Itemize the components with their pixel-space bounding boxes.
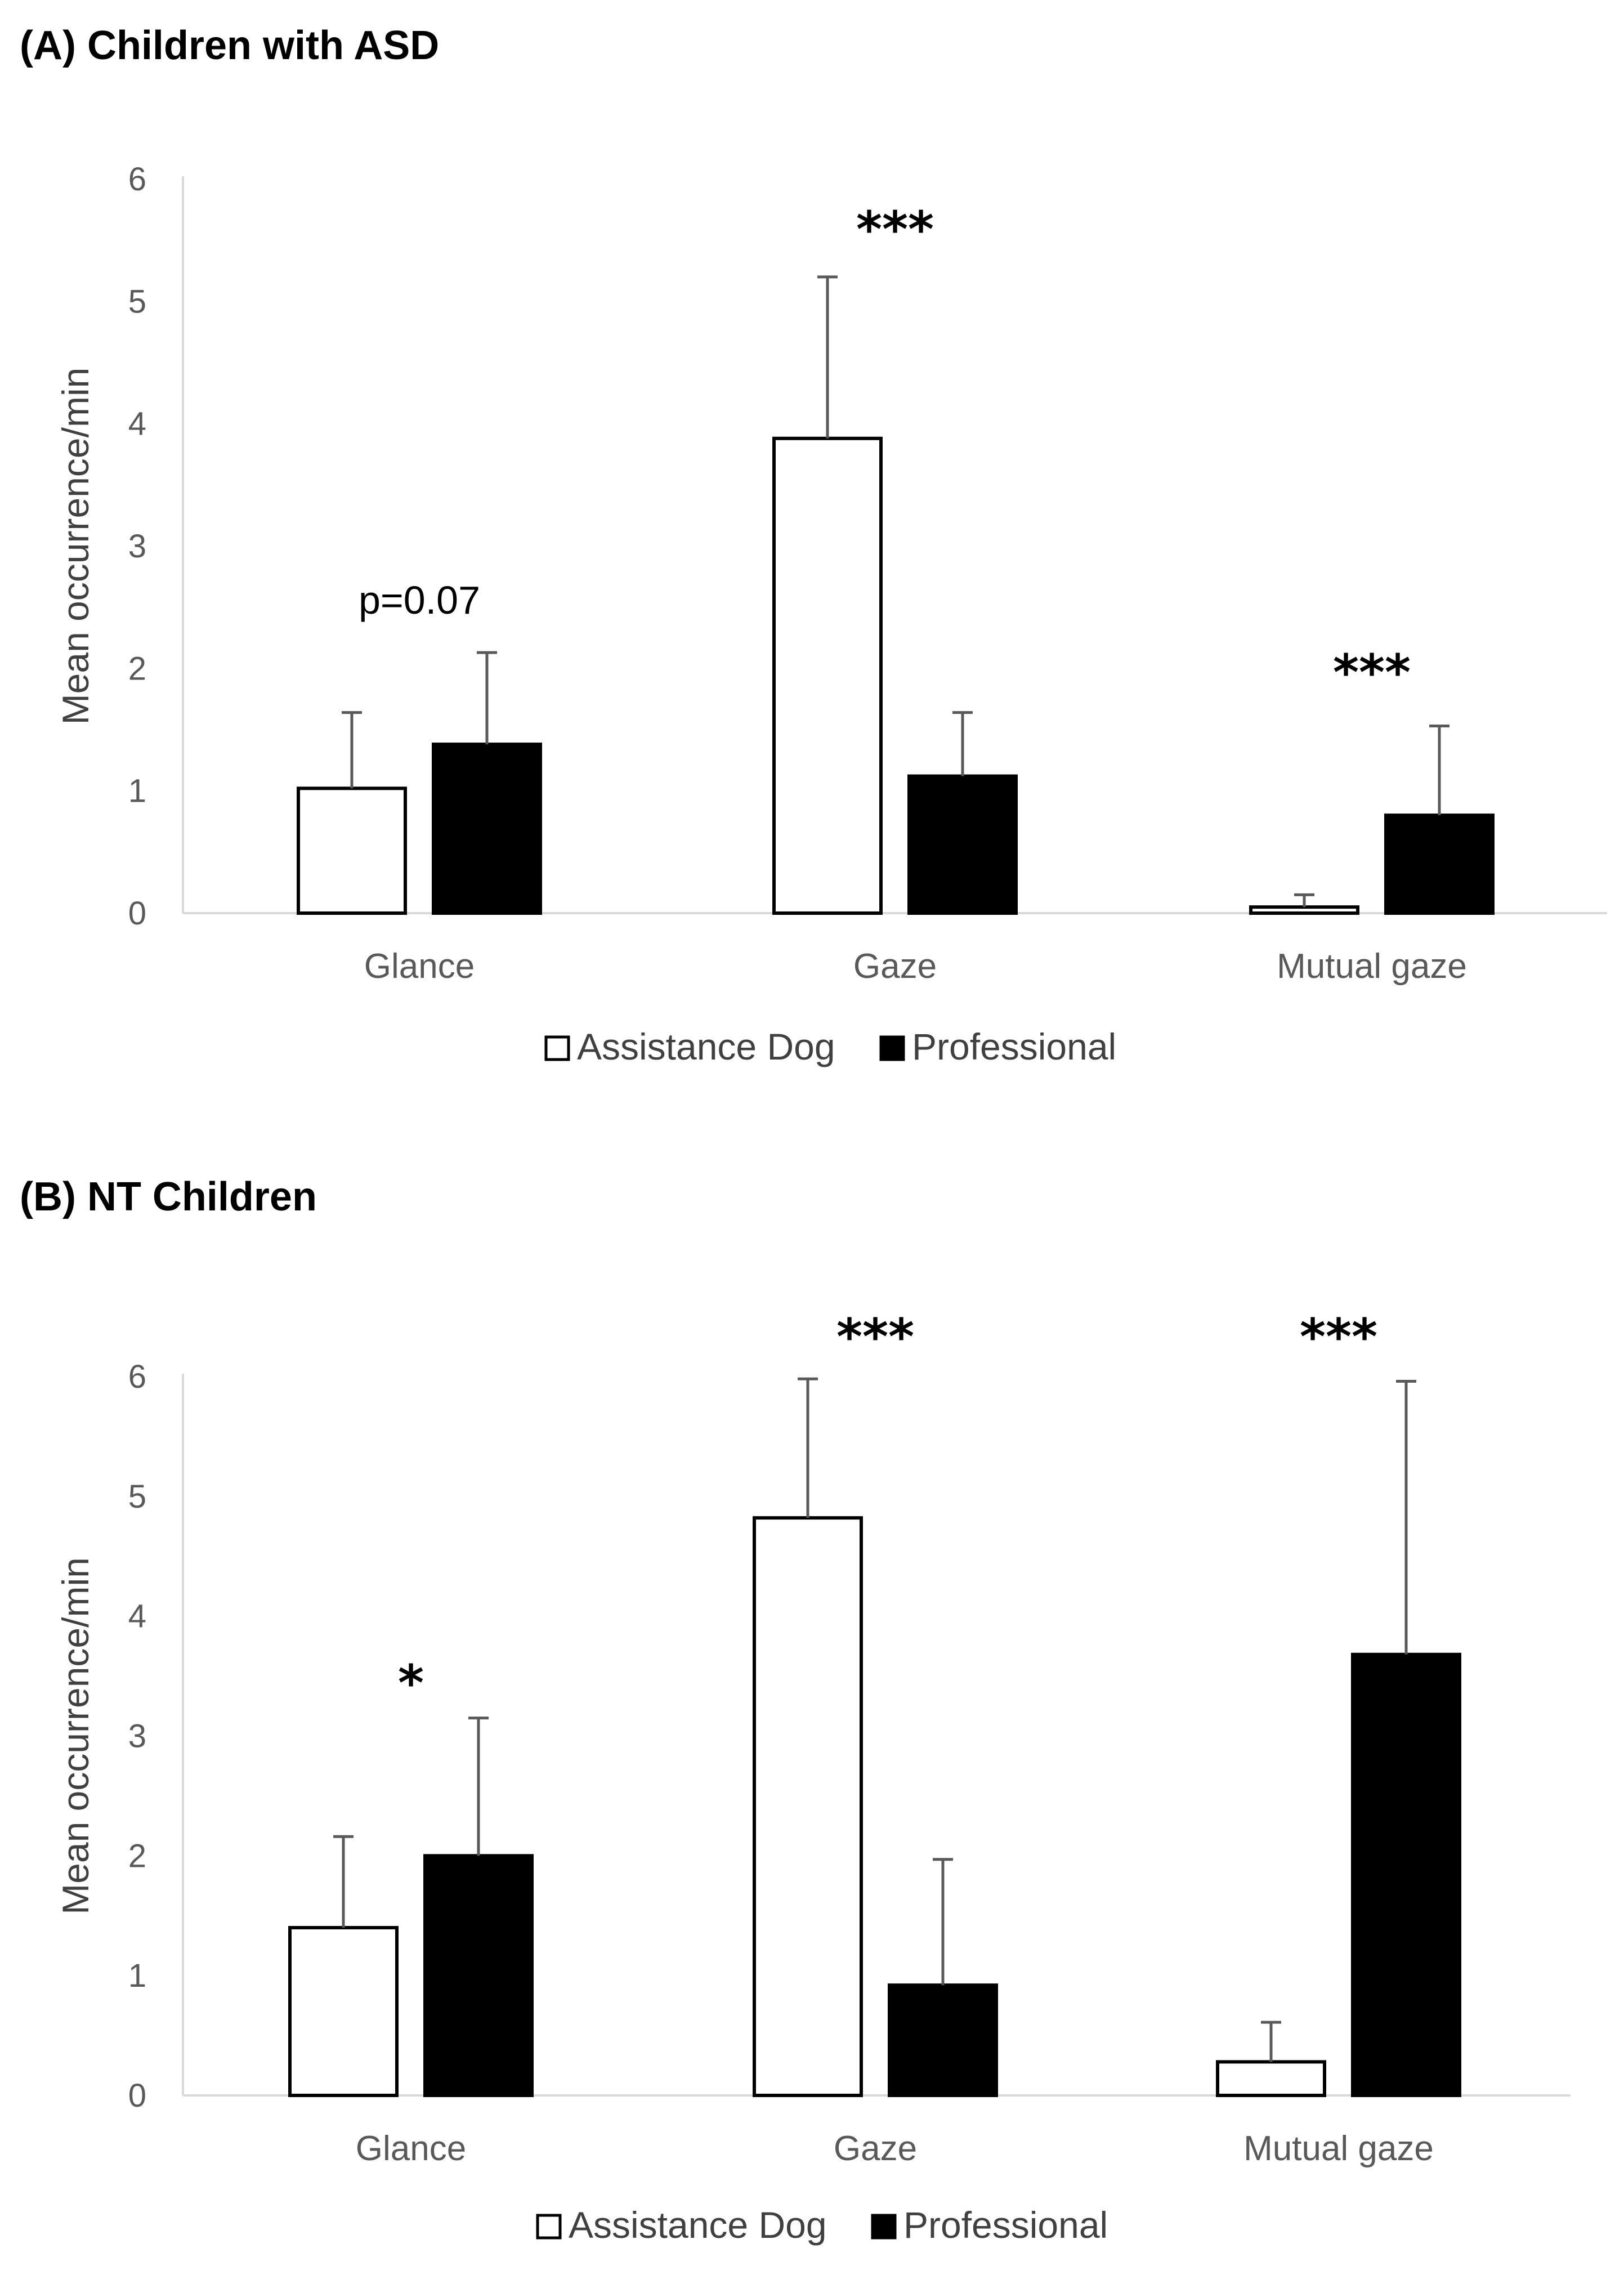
x-tick-label: Glance <box>364 947 475 986</box>
y-tick-label: 5 <box>128 1478 146 1515</box>
chart-title: (B) NT Children <box>20 1174 317 1219</box>
y-tick-label: 2 <box>128 650 146 687</box>
legend-label: Professional <box>903 2204 1108 2246</box>
x-tick-label: Mutual gaze <box>1243 2129 1434 2168</box>
bar-assistance-dog-glance <box>297 786 407 915</box>
bar-professional-gaze <box>888 1983 998 2098</box>
significance-annotation: p=0.07 <box>359 578 480 622</box>
y-tick-label: 0 <box>128 895 146 932</box>
x-tick-label: Mutual gaze <box>1277 947 1467 986</box>
significance-annotation: * <box>398 1654 424 1712</box>
y-axis-label: Mean occurrence/min <box>55 1557 96 1915</box>
y-axis-label: Mean occurrence/min <box>55 368 96 725</box>
y-tick-label: 4 <box>128 1598 146 1635</box>
y-tick-label: 6 <box>128 1358 146 1395</box>
legend-label: Assistance Dog <box>577 1026 835 1067</box>
y-tick-label: 2 <box>128 1838 146 1874</box>
y-tick-label: 5 <box>128 283 146 320</box>
y-tick-label: 3 <box>128 528 146 565</box>
bar-professional-glance <box>432 743 542 915</box>
legend-swatch-professional <box>871 2214 897 2240</box>
bar-professional-mutual-gaze <box>1351 1652 1461 2098</box>
bar-professional-glance <box>423 1854 534 2097</box>
legend-swatch-assistance-dog <box>536 2214 562 2240</box>
y-tick-label: 0 <box>128 2077 146 2114</box>
y-tick-label: 3 <box>128 1718 146 1755</box>
x-tick-label: Gaze <box>834 2129 917 2168</box>
y-tick-label: 1 <box>128 773 146 810</box>
significance-annotation: *** <box>836 1308 914 1366</box>
legend-swatch-assistance-dog <box>544 1035 570 1061</box>
bar-assistance-dog-gaze <box>772 436 883 915</box>
bar-professional-gaze <box>907 774 1018 915</box>
y-tick-label: 6 <box>128 161 146 198</box>
legend-label: Professional <box>912 1026 1116 1067</box>
bar-assistance-dog-mutual-gaze <box>1249 905 1359 915</box>
bar-assistance-dog-gaze <box>753 1516 863 2097</box>
y-tick-label: 4 <box>128 406 146 443</box>
x-tick-label: Gaze <box>853 947 937 986</box>
legend-swatch-professional <box>879 1035 905 1061</box>
significance-annotation: *** <box>1300 1308 1377 1366</box>
x-tick-label: Glance <box>356 2129 466 2168</box>
bar-assistance-dog-mutual-gaze <box>1216 2060 1326 2098</box>
bar-professional-mutual-gaze <box>1384 814 1495 915</box>
significance-annotation: *** <box>1333 643 1411 701</box>
legend-label: Assistance Dog <box>569 2204 827 2246</box>
bar-assistance-dog-glance <box>288 1926 399 2098</box>
y-tick-label: 1 <box>128 1957 146 1994</box>
chart-title: (A) Children with ASD <box>20 23 439 68</box>
significance-annotation: *** <box>856 200 934 258</box>
